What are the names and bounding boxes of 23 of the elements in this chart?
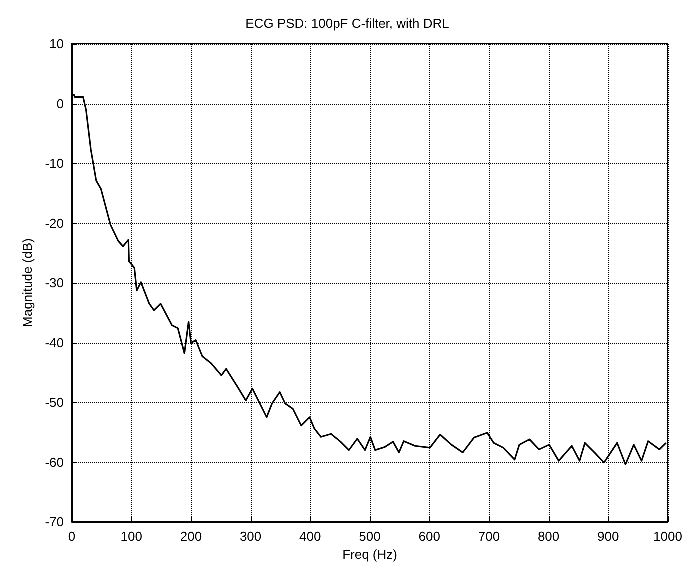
chart-title: ECG PSD: 100pF C-filter, with DRL [246, 16, 450, 31]
y-tick-label: -60 [45, 454, 64, 470]
x-tick-label: 700 [478, 529, 500, 544]
y-tick-label: -30 [45, 276, 64, 290]
y-tick-label: -20 [45, 216, 64, 231]
y-tick-label: 10 [50, 36, 64, 52]
x-tick-label: 800 [538, 529, 560, 544]
x-tick-label: 900 [598, 529, 620, 544]
x-axis-title: Freq (Hz) [342, 546, 398, 562]
y-tick-label: -70 [45, 514, 64, 530]
x-tick-label: 200 [180, 529, 202, 544]
y-tick-label: -40 [45, 335, 64, 350]
x-tick-label: 400 [300, 529, 322, 544]
y-axis-title: Magnitude (dB) [20, 238, 35, 328]
y-tick-label: -10 [45, 156, 64, 171]
x-tick-label: 0 [68, 529, 76, 544]
x-tick-label: 100 [120, 529, 142, 544]
x-tick-label: 600 [418, 529, 440, 544]
x-tick-label: 300 [240, 529, 262, 544]
x-tick-label: 500 [359, 529, 381, 544]
x-tick-label: 1000 [654, 529, 682, 544]
y-tick-label: -50 [45, 395, 64, 410]
y-tick-label: 0 [56, 96, 64, 112]
